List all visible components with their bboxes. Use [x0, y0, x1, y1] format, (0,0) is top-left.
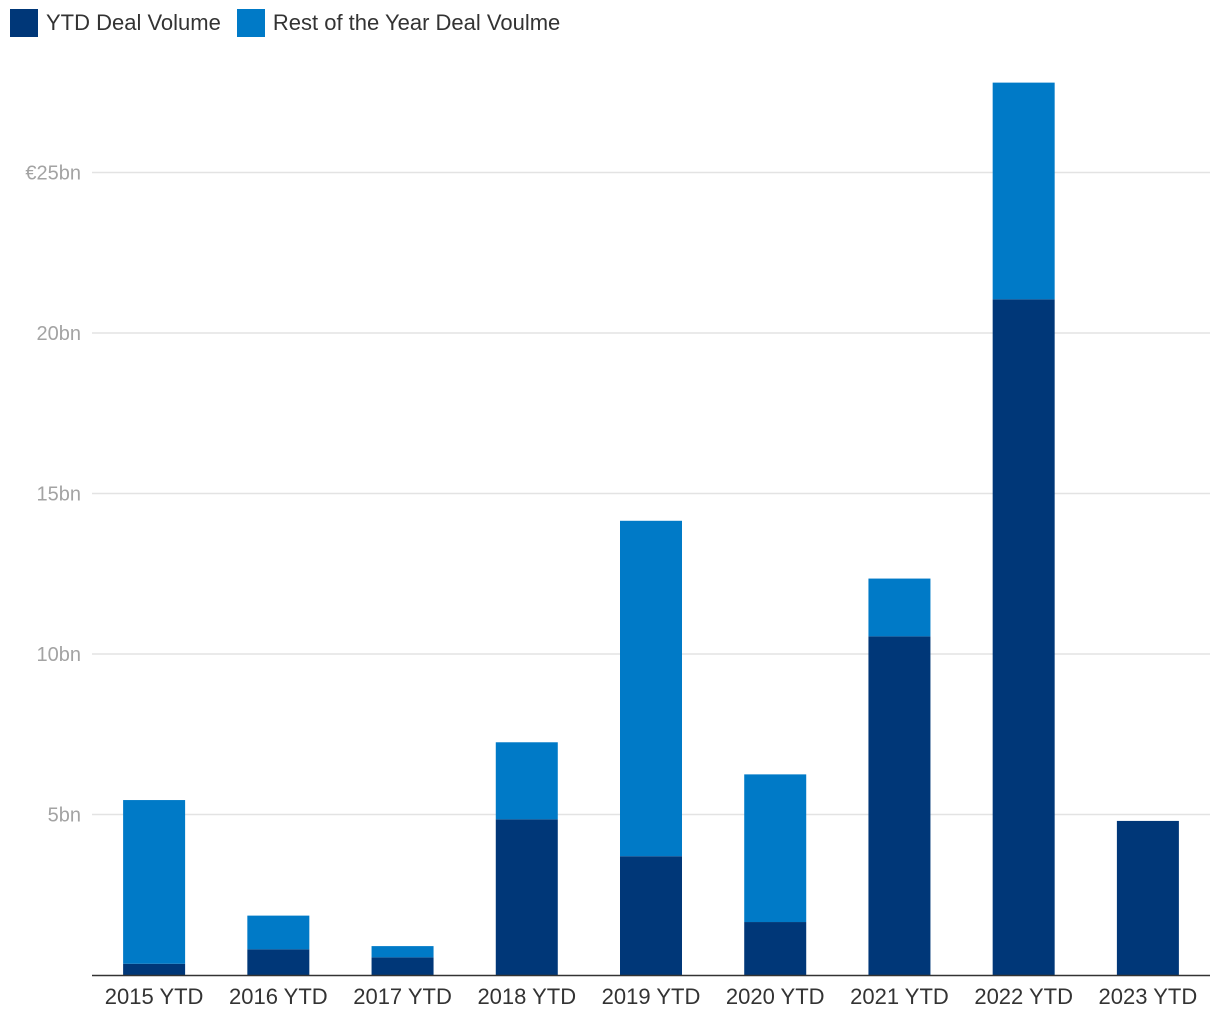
x-tick-label: 2018 YTD — [477, 984, 576, 1009]
y-tick-label: 10bn — [37, 644, 82, 666]
bar-ytd[interactable] — [868, 636, 931, 975]
bar-rest-of-year[interactable] — [744, 774, 807, 923]
x-tick-label: 2017 YTD — [353, 984, 452, 1009]
bar-ytd[interactable] — [371, 957, 434, 975]
bar-ytd[interactable] — [744, 922, 807, 975]
legend-swatch-ytd — [10, 9, 38, 37]
x-axis-ticks: 2015 YTD 2016 YTD 2017 YTD 2018 YTD 2019 YTD… — [105, 984, 1197, 1009]
x-tick-label: 2021 YTD — [850, 984, 949, 1009]
x-tick-label: 2022 YTD — [974, 984, 1073, 1009]
legend-label-ytd: YTD Deal Volume — [46, 10, 221, 35]
bar-rest-of-year[interactable] — [868, 578, 931, 637]
bar-ytd[interactable] — [1116, 820, 1179, 975]
bar-ytd[interactable] — [992, 299, 1055, 975]
bar-rest-of-year[interactable] — [247, 915, 310, 950]
bar-rest-of-year[interactable] — [992, 82, 1055, 300]
legend-label-rest: Rest of the Year Deal Voulme — [272, 10, 561, 35]
bar-ytd[interactable] — [495, 819, 558, 975]
bar-rest-of-year[interactable] — [371, 946, 434, 958]
legend: YTD Deal Volume Rest of the Year Deal Vo… — [10, 8, 576, 38]
bar-ytd[interactable] — [123, 963, 186, 975]
y-tick-label: 15bn — [37, 484, 82, 506]
legend-swatch-rest — [236, 9, 265, 37]
y-tick-label: €25bn — [25, 163, 81, 185]
bar-ytd[interactable] — [247, 949, 310, 975]
x-tick-label: 2015 YTD — [105, 984, 204, 1009]
bar-rest-of-year[interactable] — [495, 742, 558, 820]
x-tick-label: 2016 YTD — [229, 984, 328, 1009]
x-tick-label: 2020 YTD — [726, 984, 825, 1009]
legend-item-ytd[interactable]: YTD Deal Volume — [10, 9, 221, 37]
y-tick-label: 20bn — [37, 323, 82, 345]
y-tick-label: 5bn — [48, 805, 81, 827]
bar-rest-of-year[interactable] — [620, 520, 682, 857]
bars — [123, 82, 1179, 975]
bar-ytd[interactable] — [620, 856, 682, 975]
legend-item-rest[interactable]: Rest of the Year Deal Voulme — [236, 9, 561, 37]
y-axis-ticks: 5bn 10bn 15bn 20bn €25bn — [25, 163, 81, 827]
x-tick-label: 2023 YTD — [1099, 984, 1198, 1009]
x-tick-label: 2019 YTD — [602, 984, 701, 1009]
bar-rest-of-year[interactable] — [123, 800, 186, 964]
